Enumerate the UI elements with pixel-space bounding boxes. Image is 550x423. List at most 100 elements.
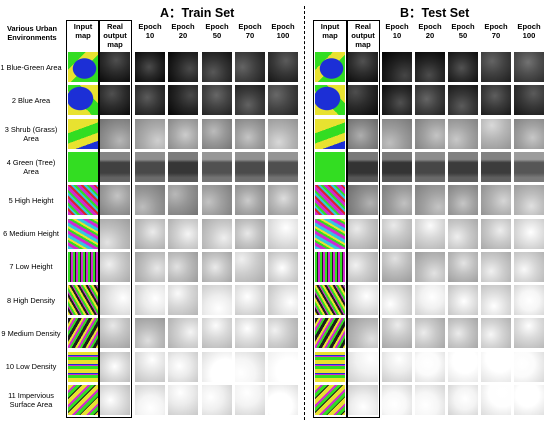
test-col-header-2: Epoch 10 — [385, 22, 409, 40]
test-epoch-output — [513, 250, 545, 283]
test-real-output-map — [347, 384, 379, 416]
train-epoch-output — [201, 184, 233, 217]
train-real-output-map — [99, 150, 131, 183]
row-label-5: 5 High Height — [8, 195, 54, 205]
test-real-output-map — [347, 217, 379, 250]
train-real-output-map — [99, 350, 131, 383]
train-input-map — [67, 284, 99, 317]
train-real-output-map — [99, 117, 131, 150]
test-input-map — [314, 250, 346, 283]
train-epoch-output — [134, 184, 166, 217]
test-epoch-output — [447, 384, 479, 416]
test-real-output-map — [347, 317, 379, 350]
train-real-output-map — [99, 51, 131, 83]
row-label-10: 10 Low Density — [5, 362, 57, 372]
test-real-output-map — [347, 150, 379, 183]
train-epoch-output — [234, 317, 266, 350]
test-set-title: B：Test Set — [400, 6, 470, 20]
train-epoch-output — [267, 150, 299, 183]
train-epoch-output — [134, 117, 166, 150]
train-epoch-output — [201, 284, 233, 317]
train-epoch-output — [201, 84, 233, 117]
train-col-header-6: Epoch 100 — [271, 22, 295, 40]
test-epoch-output — [447, 84, 479, 117]
train-epoch-output — [134, 51, 166, 83]
test-epoch-output — [480, 51, 512, 83]
test-epoch-output — [513, 184, 545, 217]
test-input-map — [314, 84, 346, 117]
train-epoch-output — [134, 317, 166, 350]
train-epoch-output — [267, 284, 299, 317]
test-col-header-3: Epoch 20 — [418, 22, 442, 40]
train-col-header-1: Real output map — [103, 22, 127, 49]
test-epoch-output — [414, 250, 446, 283]
train-epoch-output — [234, 150, 266, 183]
test-epoch-output — [414, 84, 446, 117]
test-epoch-output — [447, 51, 479, 83]
row-label-8: 8 High Density — [6, 295, 56, 305]
test-epoch-output — [480, 384, 512, 416]
row-label-3: 3 Shrub (Grass) Area — [4, 124, 58, 143]
row-label-2: 2 Blue Area — [11, 95, 51, 105]
test-epoch-output — [381, 317, 413, 350]
train-epoch-output — [234, 51, 266, 83]
train-epoch-output — [134, 150, 166, 183]
test-epoch-output — [447, 217, 479, 250]
test-epoch-output — [414, 317, 446, 350]
train-epoch-output — [267, 350, 299, 383]
test-real-output-map — [347, 51, 379, 83]
train-real-output-map — [99, 84, 131, 117]
test-epoch-output — [447, 250, 479, 283]
train-epoch-output — [134, 217, 166, 250]
train-col-header-0: Input map — [73, 22, 93, 40]
test-epoch-output — [480, 150, 512, 183]
train-epoch-output — [134, 250, 166, 283]
test-epoch-output — [513, 117, 545, 150]
test-input-map — [314, 317, 346, 350]
test-epoch-output — [414, 217, 446, 250]
test-epoch-output — [381, 250, 413, 283]
train-real-output-map — [99, 217, 131, 250]
test-real-output-map — [347, 184, 379, 217]
train-epoch-output — [167, 84, 199, 117]
train-epoch-output — [201, 384, 233, 416]
train-real-output-map — [99, 184, 131, 217]
test-epoch-output — [447, 317, 479, 350]
train-epoch-output — [134, 384, 166, 416]
train-input-map — [67, 84, 99, 117]
train-epoch-output — [234, 184, 266, 217]
train-epoch-output — [234, 284, 266, 317]
row-label-9: 9 Medium Density — [1, 328, 61, 338]
train-input-map — [67, 250, 99, 283]
test-col-header-1: Real output map — [351, 22, 375, 49]
test-epoch-output — [480, 217, 512, 250]
test-epoch-output — [414, 150, 446, 183]
test-epoch-output — [381, 217, 413, 250]
train-epoch-output — [234, 84, 266, 117]
train-epoch-output — [167, 150, 199, 183]
test-col-header-5: Epoch 70 — [484, 22, 508, 40]
test-epoch-output — [513, 51, 545, 83]
train-epoch-output — [134, 284, 166, 317]
test-epoch-output — [513, 217, 545, 250]
row-label-1: 1 Blue-Green Area — [0, 62, 62, 72]
test-epoch-output — [480, 284, 512, 317]
train-epoch-output — [234, 250, 266, 283]
test-epoch-output — [381, 350, 413, 383]
test-real-output-map — [347, 250, 379, 283]
test-epoch-output — [447, 184, 479, 217]
test-real-output-map — [347, 84, 379, 117]
train-epoch-output — [167, 384, 199, 416]
test-input-map — [314, 384, 346, 416]
train-epoch-output — [234, 217, 266, 250]
train-set-title: A：Train Set — [160, 6, 235, 20]
test-epoch-output — [381, 150, 413, 183]
train-col-header-3: Epoch 20 — [171, 22, 195, 40]
train-input-map — [67, 117, 99, 150]
train-col-header-2: Epoch 10 — [138, 22, 162, 40]
train-epoch-output — [167, 317, 199, 350]
train-epoch-output — [167, 51, 199, 83]
train-epoch-output — [234, 384, 266, 416]
test-input-map — [314, 284, 346, 317]
test-epoch-output — [414, 384, 446, 416]
